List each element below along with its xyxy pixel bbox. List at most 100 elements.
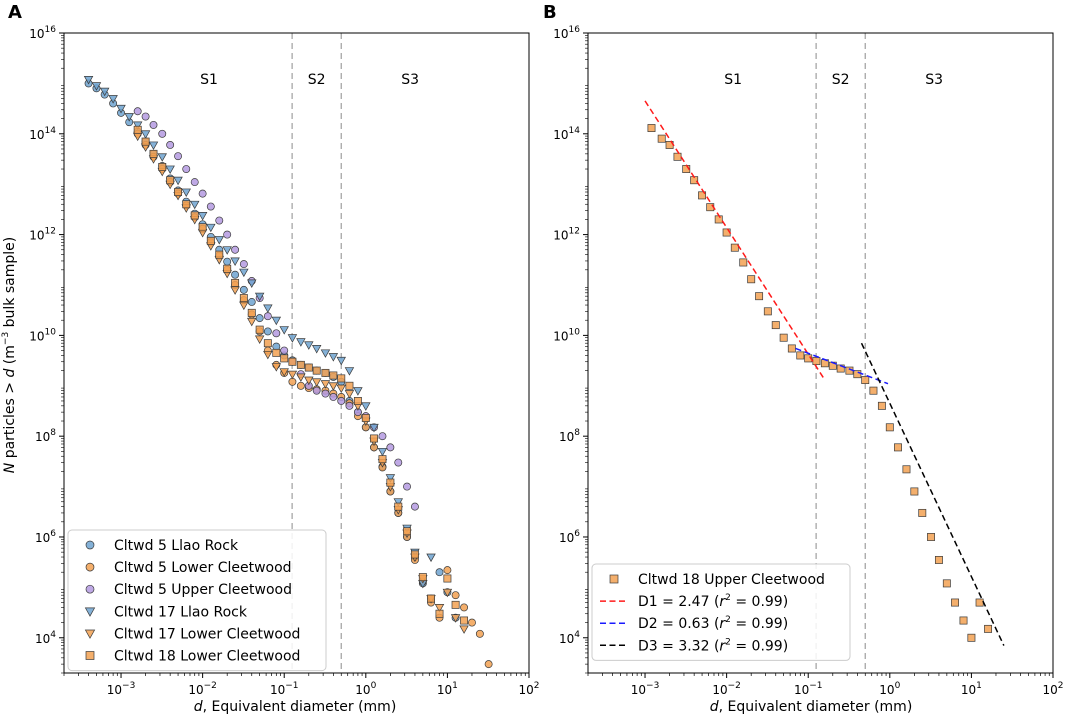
data-point bbox=[460, 603, 469, 612]
x-tick-exponent: 2 bbox=[1058, 681, 1064, 691]
legend-marker bbox=[609, 574, 619, 584]
data-point bbox=[344, 367, 355, 376]
data-point bbox=[148, 141, 159, 151]
data-point bbox=[698, 191, 707, 200]
data-point bbox=[255, 314, 264, 323]
legend-marker bbox=[85, 584, 95, 594]
data-point bbox=[239, 268, 249, 278]
y-tick-base: 10 bbox=[35, 430, 50, 444]
y-tick-exponent: 16 bbox=[45, 25, 57, 35]
data-point bbox=[132, 132, 143, 142]
data-point bbox=[149, 149, 158, 158]
y-tick-base: 10 bbox=[553, 229, 568, 243]
data-point bbox=[418, 573, 427, 582]
data-point bbox=[173, 176, 183, 186]
legend-label: D3 = 3.32 (r2 = 0.99) bbox=[638, 637, 788, 654]
data-point bbox=[296, 360, 305, 369]
data-point bbox=[328, 353, 339, 362]
region-label-s1: S1 bbox=[200, 72, 218, 88]
data-point bbox=[918, 508, 927, 517]
y-tick-exponent: 6 bbox=[574, 529, 580, 539]
x-tick-base: 10 bbox=[355, 683, 370, 697]
y-tick-label: 106 bbox=[35, 529, 56, 545]
data-point bbox=[451, 591, 460, 600]
data-point bbox=[451, 600, 460, 609]
data-point bbox=[739, 258, 748, 267]
data-point bbox=[337, 397, 346, 405]
data-point bbox=[394, 502, 403, 511]
data-point bbox=[272, 329, 281, 338]
data-point bbox=[328, 382, 339, 391]
legend-label: Cltwd 5 Upper Cleetwood bbox=[114, 582, 292, 598]
x-tick-exponent: −1 bbox=[809, 681, 822, 691]
data-point bbox=[304, 376, 314, 386]
legend-item: Cltwd 17 Llao Rock bbox=[84, 604, 248, 620]
axes-frame bbox=[587, 32, 1054, 674]
y-tick-exponent: 14 bbox=[569, 126, 581, 136]
data-point bbox=[934, 556, 943, 564]
data-point bbox=[108, 95, 118, 104]
data-point bbox=[673, 152, 682, 161]
x-tick-base: 10 bbox=[879, 683, 894, 697]
y-tick-label: 104 bbox=[559, 630, 580, 646]
x-ticks: 10−3 10−2 10−1 100 101 102 bbox=[63, 673, 540, 697]
data-point bbox=[345, 381, 354, 390]
data-point bbox=[182, 165, 191, 173]
data-point bbox=[386, 478, 395, 487]
region-label-s3: S3 bbox=[925, 72, 943, 88]
data-point bbox=[714, 215, 723, 224]
data-point bbox=[157, 153, 167, 162]
data-point bbox=[223, 257, 232, 266]
region-label-s1: S1 bbox=[724, 72, 742, 88]
y-tick-exponent: 8 bbox=[574, 428, 580, 438]
data-point bbox=[231, 270, 240, 279]
fit-line-d2 bbox=[795, 347, 889, 385]
region-label-s2: S2 bbox=[308, 72, 326, 88]
data-point bbox=[287, 370, 298, 380]
x-tick-exponent: −2 bbox=[204, 681, 217, 691]
data-point bbox=[231, 245, 240, 254]
data-point bbox=[165, 165, 175, 175]
data-point bbox=[484, 660, 493, 669]
y-tick-base: 10 bbox=[553, 27, 568, 41]
y-tick-label: 108 bbox=[35, 428, 56, 444]
data-point bbox=[190, 211, 199, 220]
data-point bbox=[329, 393, 338, 401]
series-cltwd-18-upper-cleetwood bbox=[647, 124, 993, 642]
data-point bbox=[377, 447, 388, 457]
y-tick-label: 1012 bbox=[29, 227, 56, 243]
legend: Cltwd 18 Upper Cleetwood D1 = 2.47 (r2 = … bbox=[591, 563, 851, 661]
data-point bbox=[239, 260, 248, 269]
data-point bbox=[426, 553, 436, 563]
legend-label-r: r bbox=[719, 638, 726, 654]
data-point bbox=[967, 633, 976, 642]
y-tick-base: 10 bbox=[559, 531, 574, 545]
data-point bbox=[124, 113, 134, 122]
data-point bbox=[304, 363, 313, 372]
y-tick-label: 1010 bbox=[29, 327, 56, 343]
legend-item: D2 = 0.63 (r2 = 0.99) bbox=[600, 615, 788, 632]
legend-label: Cltwd 18 Upper Cleetwood bbox=[638, 572, 825, 588]
data-point bbox=[263, 327, 272, 336]
data-point bbox=[910, 487, 919, 496]
x-tick-base: 10 bbox=[794, 683, 809, 697]
legend-label: D1 = 2.47 (r2 = 0.99) bbox=[638, 593, 788, 610]
data-point bbox=[779, 333, 788, 342]
series-cltwd-18-lower-cleetwood bbox=[133, 125, 469, 625]
legend-frame bbox=[67, 529, 327, 672]
data-point bbox=[460, 616, 469, 625]
panel-b-label: B bbox=[543, 2, 557, 23]
x-tick-label: 102 bbox=[1042, 681, 1063, 697]
legend-label-pre: D3 = 3.32 ( bbox=[638, 638, 719, 654]
y-tick-exponent: 6 bbox=[50, 529, 56, 539]
data-point bbox=[214, 236, 225, 245]
data-point bbox=[763, 307, 772, 316]
data-point bbox=[951, 598, 959, 607]
legend-item: Cltwd 17 Lower Cleetwood bbox=[84, 626, 300, 642]
x-tick-label: 10−3 bbox=[631, 681, 660, 697]
data-point bbox=[190, 178, 199, 187]
legend-label-r: r bbox=[719, 594, 726, 610]
data-point bbox=[361, 402, 371, 411]
data-point bbox=[321, 389, 330, 398]
panel-b: B d, Equivalent diameter (mm) 10−3 10−2 10… bbox=[543, 2, 1064, 715]
